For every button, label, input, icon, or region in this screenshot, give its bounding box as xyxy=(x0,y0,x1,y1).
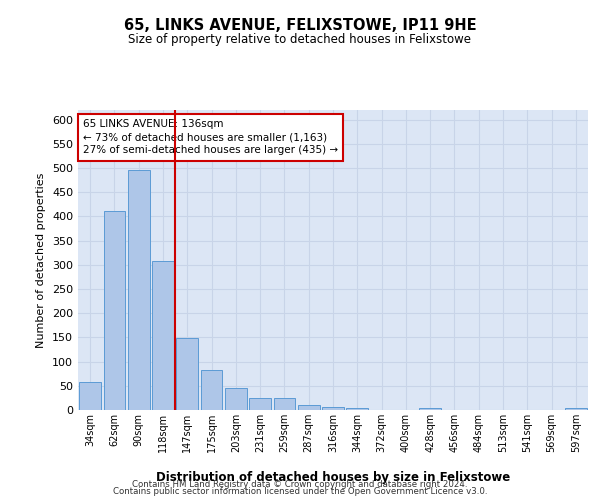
Bar xyxy=(346,408,368,410)
Text: Contains HM Land Registry data © Crown copyright and database right 2024.: Contains HM Land Registry data © Crown c… xyxy=(132,480,468,489)
Bar xyxy=(419,408,441,410)
Bar xyxy=(565,408,587,410)
Bar xyxy=(176,338,198,410)
Bar xyxy=(298,405,320,410)
Text: 65 LINKS AVENUE: 136sqm
← 73% of detached houses are smaller (1,163)
27% of semi: 65 LINKS AVENUE: 136sqm ← 73% of detache… xyxy=(83,119,338,156)
Bar xyxy=(104,210,125,410)
Text: Distribution of detached houses by size in Felixstowe: Distribution of detached houses by size … xyxy=(156,471,510,484)
Text: Contains public sector information licensed under the Open Government Licence v3: Contains public sector information licen… xyxy=(113,487,487,496)
Bar xyxy=(152,262,174,410)
Bar xyxy=(128,170,149,410)
Bar xyxy=(200,370,223,410)
Bar xyxy=(322,406,344,410)
Y-axis label: Number of detached properties: Number of detached properties xyxy=(37,172,46,348)
Text: 65, LINKS AVENUE, FELIXSTOWE, IP11 9HE: 65, LINKS AVENUE, FELIXSTOWE, IP11 9HE xyxy=(124,18,476,32)
Bar xyxy=(249,398,271,410)
Bar xyxy=(79,382,101,410)
Bar xyxy=(274,398,295,410)
Text: Size of property relative to detached houses in Felixstowe: Size of property relative to detached ho… xyxy=(128,32,472,46)
Bar xyxy=(225,388,247,410)
